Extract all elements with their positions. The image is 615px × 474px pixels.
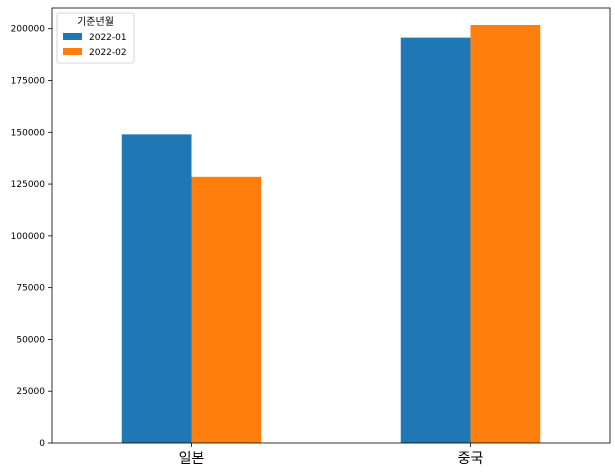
y-tick-label: 100000 [11,232,46,242]
y-tick-label: 200000 [11,25,46,35]
bar-2-2022-02 [470,24,541,443]
legend-label: 2022-01 [89,33,127,43]
bar-2-2022-01 [400,37,471,443]
legend-swatch [63,48,82,55]
y-tick-label: 175000 [11,77,46,87]
legend-swatch [63,33,82,40]
y-tick-label: 125000 [11,180,46,190]
legend: 기준년월 2022-01 2022-02 [56,12,135,64]
y-tick-label: 25000 [16,387,45,397]
x-axis: 일본 중국 [179,443,484,467]
y-tick-label: 150000 [11,128,46,138]
y-tick-label: 75000 [16,284,45,294]
legend-items: 2022-01 2022-02 [63,33,127,58]
x-tick-label: 일본 [179,451,205,467]
bar-1-2022-01 [121,134,192,443]
y-axis: 0 25000 50000 75000 100000 125000 150000 175000… [11,25,52,449]
bar-1-2022-02 [191,176,262,444]
legend-title: 기준년월 [77,16,114,28]
y-tick-label: 50000 [16,335,45,345]
legend-label: 2022-02 [89,48,127,58]
bars-group [121,24,541,444]
plot-frame [51,7,611,444]
y-tick-label: 0 [39,439,45,449]
x-tick-label: 중국 [458,451,484,467]
